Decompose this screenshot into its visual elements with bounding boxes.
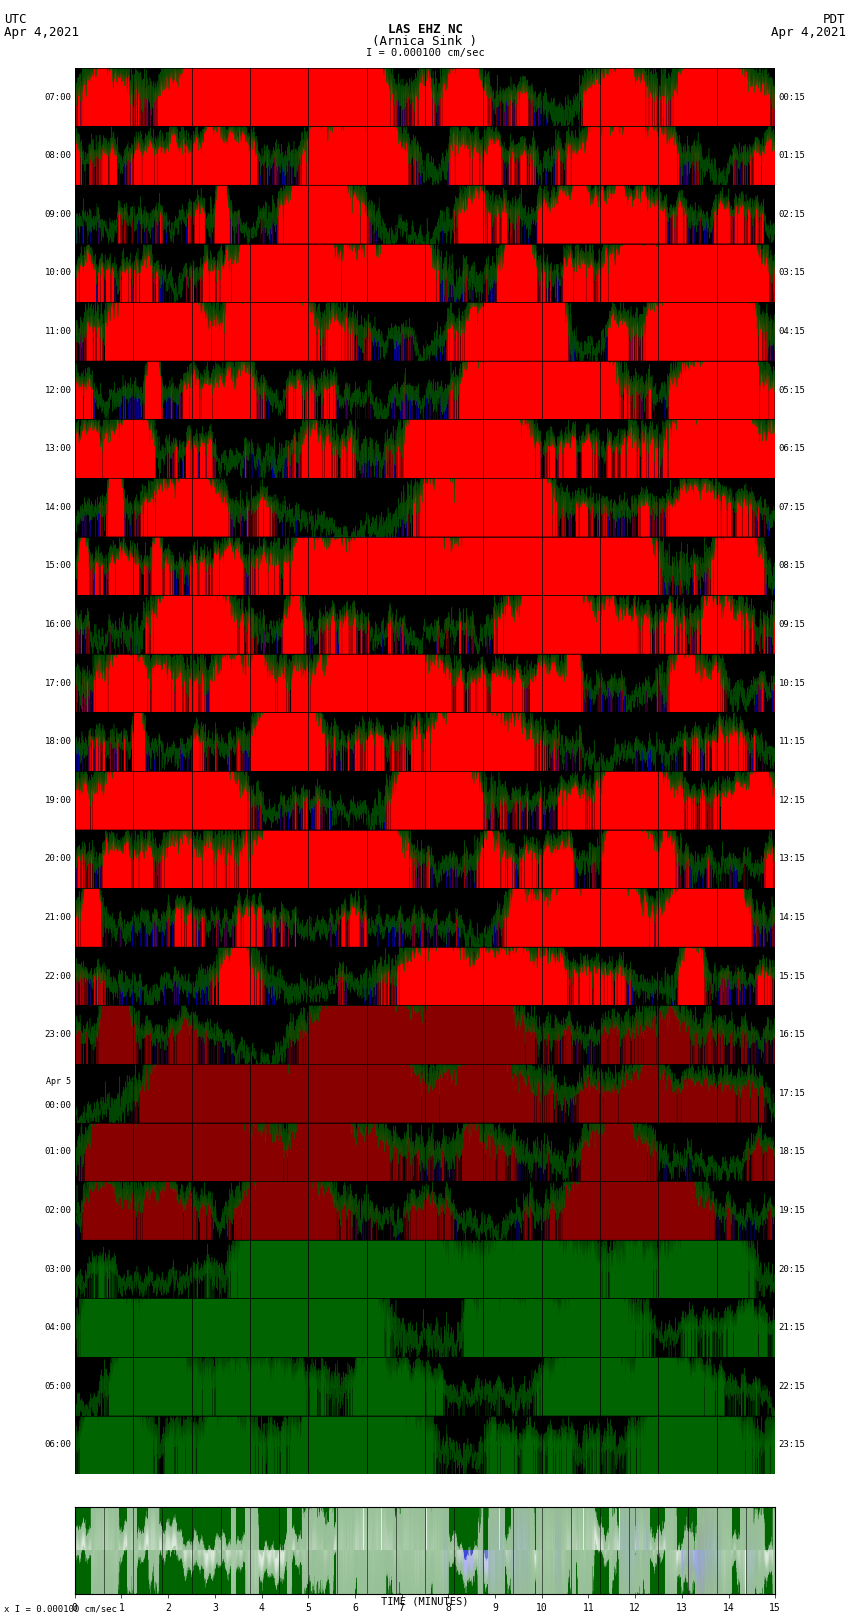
Text: 05:15: 05:15 (779, 386, 806, 395)
Text: 15:00: 15:00 (44, 561, 71, 571)
Text: 14:15: 14:15 (779, 913, 806, 923)
Text: 08:00: 08:00 (44, 152, 71, 160)
Text: 02:00: 02:00 (44, 1207, 71, 1215)
Text: 16:15: 16:15 (779, 1031, 806, 1039)
Text: 09:00: 09:00 (44, 210, 71, 219)
Text: 03:15: 03:15 (779, 268, 806, 277)
Text: 07:00: 07:00 (44, 92, 71, 102)
Text: 13:15: 13:15 (779, 855, 806, 863)
Text: 15:15: 15:15 (779, 971, 806, 981)
Text: PDT: PDT (824, 13, 846, 26)
Text: 06:00: 06:00 (44, 1440, 71, 1450)
Text: 06:15: 06:15 (779, 444, 806, 453)
Text: 18:00: 18:00 (44, 737, 71, 747)
Text: 22:15: 22:15 (779, 1382, 806, 1390)
Text: 10:15: 10:15 (779, 679, 806, 687)
Text: 19:15: 19:15 (779, 1207, 806, 1215)
Text: 17:15: 17:15 (779, 1089, 806, 1098)
Text: 21:15: 21:15 (779, 1323, 806, 1332)
Text: 17:00: 17:00 (44, 679, 71, 687)
Text: 01:15: 01:15 (779, 152, 806, 160)
Text: 07:15: 07:15 (779, 503, 806, 511)
Text: 18:15: 18:15 (779, 1147, 806, 1157)
Text: 16:00: 16:00 (44, 619, 71, 629)
Text: 04:15: 04:15 (779, 327, 806, 336)
Text: 14:00: 14:00 (44, 503, 71, 511)
Text: (Arnica Sink ): (Arnica Sink ) (372, 35, 478, 48)
Text: 20:15: 20:15 (779, 1265, 806, 1274)
Text: I = 0.000100 cm/sec: I = 0.000100 cm/sec (366, 48, 484, 58)
Text: 23:15: 23:15 (779, 1440, 806, 1450)
Text: 20:00: 20:00 (44, 855, 71, 863)
Text: Apr 4,2021: Apr 4,2021 (771, 26, 846, 39)
Text: 03:00: 03:00 (44, 1265, 71, 1274)
Text: UTC: UTC (4, 13, 26, 26)
Text: Apr 4,2021: Apr 4,2021 (4, 26, 79, 39)
Text: Apr 5: Apr 5 (47, 1077, 71, 1086)
Text: 12:15: 12:15 (779, 795, 806, 805)
Text: 05:00: 05:00 (44, 1382, 71, 1390)
Text: 11:00: 11:00 (44, 327, 71, 336)
Text: 09:15: 09:15 (779, 619, 806, 629)
Text: 08:15: 08:15 (779, 561, 806, 571)
Text: 02:15: 02:15 (779, 210, 806, 219)
Text: 01:00: 01:00 (44, 1147, 71, 1157)
Text: 04:00: 04:00 (44, 1323, 71, 1332)
Text: 12:00: 12:00 (44, 386, 71, 395)
Text: LAS EHZ NC: LAS EHZ NC (388, 23, 462, 35)
Text: 23:00: 23:00 (44, 1031, 71, 1039)
Text: 21:00: 21:00 (44, 913, 71, 923)
Text: 11:15: 11:15 (779, 737, 806, 747)
Text: x I = 0.000100 cm/sec: x I = 0.000100 cm/sec (4, 1605, 117, 1613)
Text: 22:00: 22:00 (44, 971, 71, 981)
Text: 00:15: 00:15 (779, 92, 806, 102)
Text: 13:00: 13:00 (44, 444, 71, 453)
Text: 19:00: 19:00 (44, 795, 71, 805)
Text: TIME (MINUTES): TIME (MINUTES) (382, 1597, 468, 1607)
Text: 00:00: 00:00 (44, 1100, 71, 1110)
Text: 10:00: 10:00 (44, 268, 71, 277)
